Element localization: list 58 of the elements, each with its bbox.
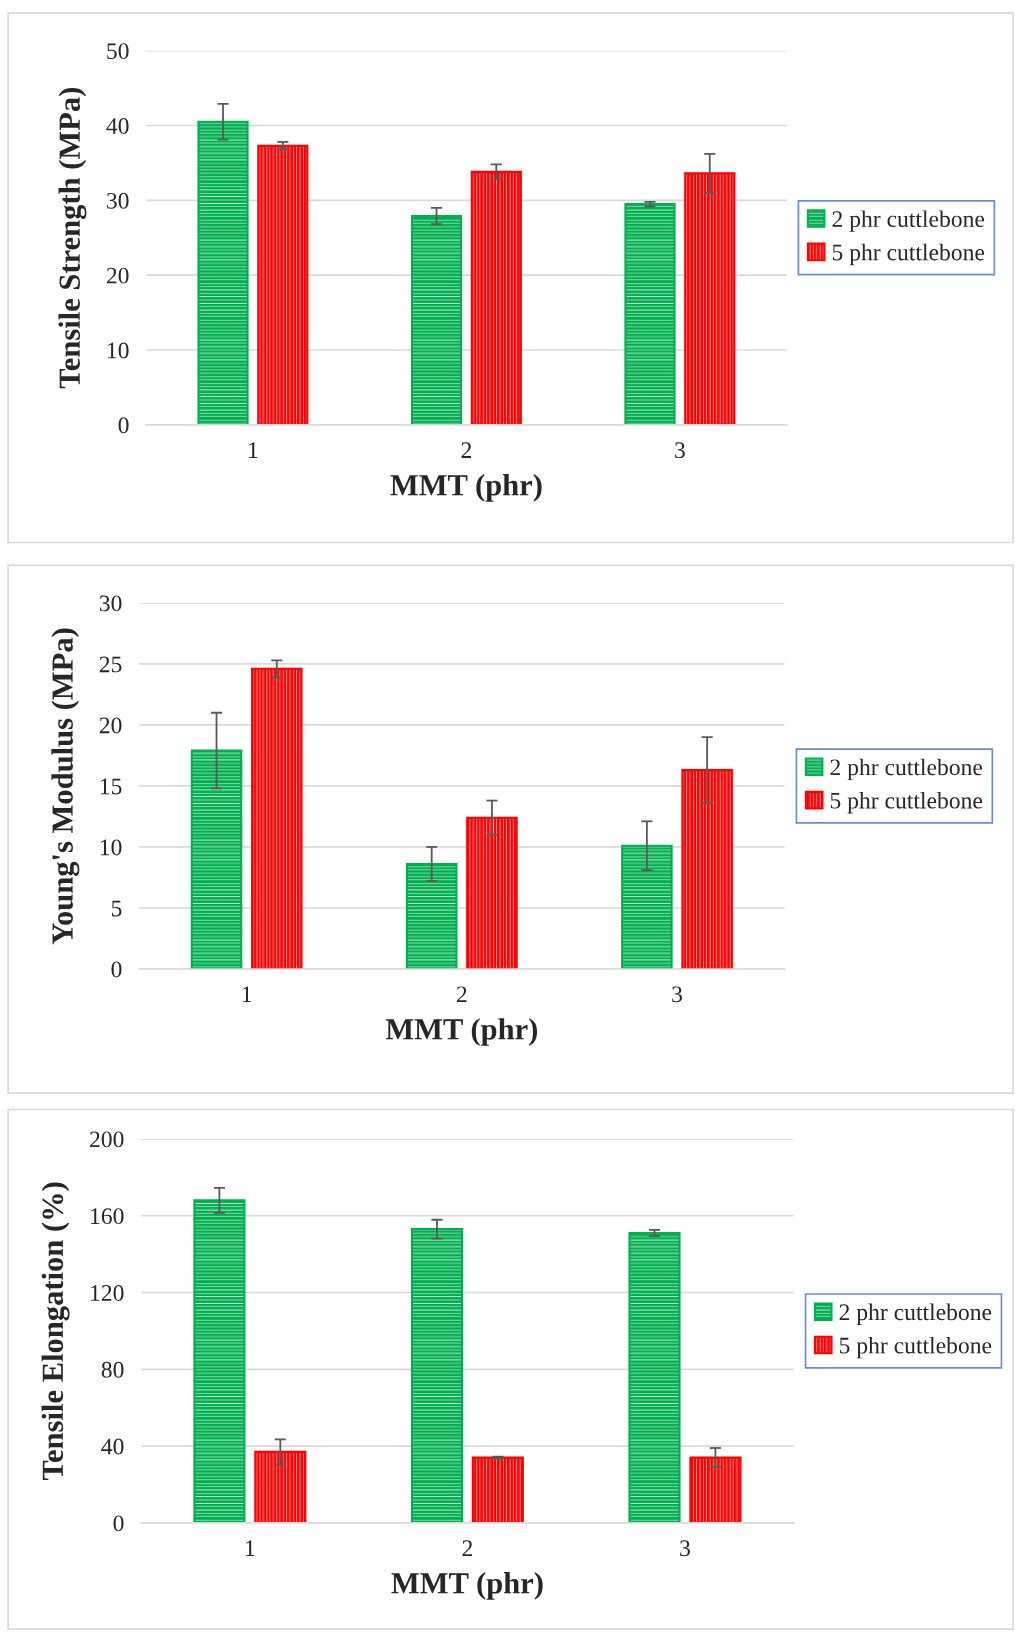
bar [410, 215, 463, 425]
bar [190, 749, 243, 969]
y-tick-label: 25 [99, 656, 122, 673]
bar [197, 120, 249, 425]
legend-label: 2 phr cuttlebone [832, 210, 985, 232]
bar [405, 863, 458, 969]
legend-label: 5 phr cuttlebone [839, 1336, 992, 1359]
bar [689, 1456, 742, 1523]
y-axis-title: Tensile Elongation (%) [41, 1182, 70, 1481]
legend-label: 2 phr cuttlebone [839, 1303, 992, 1325]
y-tick-label: 10 [100, 839, 122, 856]
x-tick-label: 3 [675, 442, 685, 459]
y-tick-label: 200 [90, 1131, 124, 1148]
y-tick-label: 20 [99, 717, 122, 734]
y-axis-title: Tensile Strength (MPa) [58, 87, 87, 389]
bar [471, 1456, 524, 1523]
bar [621, 844, 673, 969]
x-tick-label: 1 [242, 986, 252, 1003]
y-tick-label: 40 [106, 117, 129, 134]
y-tick-label: 50 [107, 43, 129, 60]
x-tick-label: 1 [246, 1540, 255, 1556]
bar [470, 170, 522, 425]
bar [466, 816, 518, 969]
y-tick-label: 5 [111, 900, 122, 917]
x-axis-title: MMT (phr) [385, 1018, 538, 1046]
x-axis-title: MMT (phr) [390, 474, 542, 502]
y-tick-label: 30 [99, 595, 122, 612]
bar [250, 667, 303, 969]
y-tick-label: 20 [106, 267, 129, 284]
y-tick-label: 80 [101, 1361, 124, 1378]
bar [624, 203, 676, 425]
legend-label: 2 phr cuttlebone [830, 758, 983, 781]
bar [193, 1199, 246, 1523]
bar [628, 1231, 681, 1523]
bar [410, 1228, 464, 1523]
x-tick-label: 3 [672, 986, 682, 1003]
y-tick-label: 120 [91, 1284, 124, 1301]
y-axis-title: Young's Modulus (MPa) [51, 628, 80, 945]
legend-label: 5 phr cuttlebone [830, 792, 983, 814]
legend-label: 5 phr cuttlebone [832, 243, 985, 266]
x-tick-label: 3 [680, 1540, 690, 1557]
y-tick-label: 40 [101, 1438, 124, 1455]
bar [254, 1450, 307, 1523]
y-tick-label: 160 [91, 1208, 124, 1225]
bar [681, 769, 733, 969]
y-tick-label: 0 [113, 1515, 124, 1532]
y-tick-label: 0 [118, 417, 129, 434]
bar [257, 144, 309, 425]
y-tick-label: 0 [111, 961, 122, 978]
x-tick-label: 1 [249, 442, 258, 458]
x-tick-label: 2 [462, 1540, 473, 1556]
y-tick-label: 10 [107, 342, 129, 359]
y-tick-label: 15 [100, 778, 122, 795]
x-axis-title: MMT (phr) [391, 1572, 543, 1600]
x-tick-label: 2 [461, 442, 471, 458]
bar [684, 172, 736, 425]
y-tick-label: 30 [107, 192, 129, 209]
x-tick-label: 2 [456, 986, 467, 1003]
